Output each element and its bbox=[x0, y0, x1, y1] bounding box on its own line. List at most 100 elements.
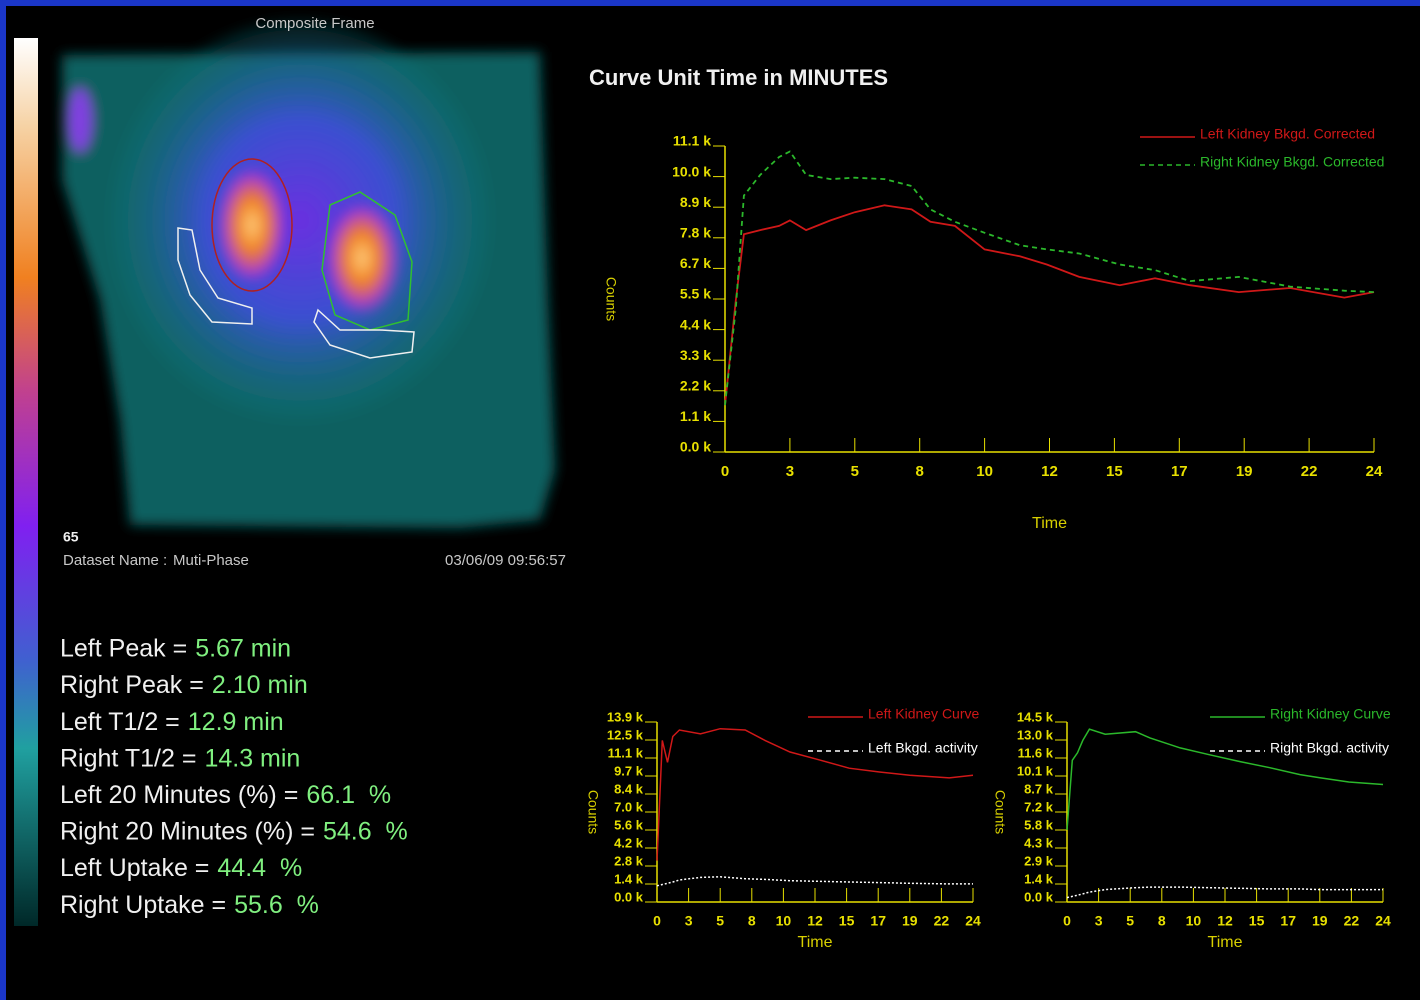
x-tick-label: 12 bbox=[807, 913, 823, 929]
stat-label: Left T1/2 = bbox=[60, 708, 180, 736]
y-tick-label: 10.0 k bbox=[672, 163, 711, 179]
x-tick-label: 8 bbox=[748, 913, 756, 929]
y-tick-label: 10.1 k bbox=[1017, 763, 1054, 778]
y-tick-label: 9.7 k bbox=[614, 763, 644, 778]
stat-label: Left Peak = bbox=[60, 635, 187, 663]
y-tick-label: 12.5 k bbox=[607, 727, 644, 742]
y-tick-label: 11.1 k bbox=[673, 133, 711, 149]
x-tick-label: 5 bbox=[716, 913, 724, 929]
x-axis-title: Time bbox=[798, 934, 833, 951]
stat-label: Right Uptake = bbox=[60, 891, 226, 919]
page-body: Composite Frame 65 Dataset Name : Muti-P… bbox=[0, 0, 1420, 1000]
stat-value: 12.9 min bbox=[188, 708, 284, 736]
x-tick-label: 15 bbox=[1249, 913, 1265, 929]
stat-label: Right Peak = bbox=[60, 671, 204, 699]
y-tick-label: 5.8 k bbox=[1024, 817, 1054, 832]
y-tick-label: 13.0 k bbox=[1017, 727, 1054, 742]
scan-trunk bbox=[110, 20, 490, 420]
stat-label: Right 20 Minutes (%) = bbox=[60, 818, 315, 846]
y-tick-label: 7.2 k bbox=[1024, 799, 1054, 814]
x-tick-label: 3 bbox=[685, 913, 693, 929]
stat-value: 2.10 min bbox=[212, 671, 308, 699]
screen: Composite Frame 65 Dataset Name : Muti-P… bbox=[0, 0, 1420, 1000]
x-tick-label: 12 bbox=[1041, 463, 1058, 480]
x-tick-label: 17 bbox=[1280, 913, 1296, 929]
x-tick-label: 15 bbox=[839, 913, 855, 929]
x-tick-label: 17 bbox=[870, 913, 886, 929]
stat-label: Right T1/2 = bbox=[60, 744, 196, 772]
y-tick-label: 8.9 k bbox=[680, 194, 711, 210]
x-tick-label: 19 bbox=[902, 913, 918, 929]
y-axis-title: Counts bbox=[585, 790, 601, 834]
x-tick-label: 12 bbox=[1217, 913, 1233, 929]
y-tick-label: 0.0 k bbox=[1024, 889, 1054, 904]
y-tick-label: 1.4 k bbox=[614, 871, 644, 886]
y-tick-label: 8.4 k bbox=[614, 781, 644, 796]
y-tick-label: 11.1 k bbox=[608, 745, 644, 760]
x-tick-label: 10 bbox=[976, 463, 993, 480]
y-tick-label: 4.4 k bbox=[680, 316, 711, 332]
y-tick-label: 7.8 k bbox=[680, 225, 711, 241]
x-tick-label: 24 bbox=[1366, 463, 1383, 480]
legend-label: Right Kidney Curve bbox=[1270, 706, 1391, 722]
legend-label: Left Bkgd. activity bbox=[868, 740, 978, 756]
legend-label: Right Kidney Bkgd. Corrected bbox=[1200, 154, 1384, 170]
x-tick-label: 22 bbox=[1344, 913, 1360, 929]
stat-value: 54.6 % bbox=[323, 818, 408, 846]
y-tick-label: 1.4 k bbox=[1024, 871, 1054, 886]
x-tick-label: 10 bbox=[776, 913, 792, 929]
stat-value: 5.67 min bbox=[195, 635, 291, 663]
x-tick-label: 5 bbox=[1126, 913, 1134, 929]
frame-title: Composite Frame bbox=[255, 15, 374, 32]
color-scale-bar bbox=[14, 38, 38, 926]
timestamp: 03/06/09 09:56:57 bbox=[445, 552, 566, 569]
y-tick-label: 1.1 k bbox=[680, 408, 711, 424]
y-tick-label: 2.8 k bbox=[614, 853, 644, 868]
x-tick-label: 10 bbox=[1186, 913, 1202, 929]
stat-label: Left 20 Minutes (%) = bbox=[60, 781, 298, 809]
legend-label: Left Kidney Bkgd. Corrected bbox=[1200, 126, 1375, 142]
y-axis-title: Counts bbox=[603, 277, 619, 321]
y-tick-label: 6.7 k bbox=[680, 255, 711, 271]
x-tick-label: 8 bbox=[1158, 913, 1166, 929]
scan-spot bbox=[68, 88, 92, 152]
y-tick-label: 2.9 k bbox=[1024, 853, 1054, 868]
x-tick-label: 0 bbox=[721, 463, 729, 480]
y-tick-label: 5.6 k bbox=[614, 817, 644, 832]
scan-right-kidney bbox=[326, 202, 398, 314]
x-tick-label: 24 bbox=[965, 913, 981, 929]
curve-heading: Curve Unit Time in MINUTES bbox=[589, 65, 888, 90]
x-axis-title: Time bbox=[1032, 515, 1067, 532]
y-tick-label: 8.7 k bbox=[1024, 781, 1054, 796]
page: {"header": {"frame_title": "Composite Fr… bbox=[0, 0, 1420, 1000]
x-tick-label: 24 bbox=[1375, 913, 1391, 929]
y-tick-label: 0.0 k bbox=[680, 439, 711, 455]
y-tick-label: 14.5 k bbox=[1017, 709, 1054, 724]
x-axis-title: Time bbox=[1208, 934, 1243, 951]
y-tick-label: 4.3 k bbox=[1024, 835, 1054, 850]
stat-label: Left Uptake = bbox=[60, 854, 209, 882]
x-tick-label: 3 bbox=[1095, 913, 1103, 929]
y-tick-label: 7.0 k bbox=[614, 799, 644, 814]
x-tick-label: 19 bbox=[1312, 913, 1328, 929]
stat-value: 66.1 % bbox=[306, 781, 391, 809]
y-axis-title: Counts bbox=[992, 790, 1008, 834]
y-tick-label: 13.9 k bbox=[607, 709, 644, 724]
legend-label: Right Bkgd. activity bbox=[1270, 740, 1389, 756]
y-tick-label: 4.2 k bbox=[614, 835, 644, 850]
x-tick-label: 22 bbox=[1301, 463, 1318, 480]
x-tick-label: 5 bbox=[851, 463, 859, 480]
y-tick-label: 2.2 k bbox=[680, 378, 711, 394]
x-tick-label: 0 bbox=[653, 913, 661, 929]
x-tick-label: 0 bbox=[1063, 913, 1071, 929]
legend-label: Left Kidney Curve bbox=[868, 706, 979, 722]
scan-left-kidney bbox=[218, 167, 286, 283]
x-tick-label: 17 bbox=[1171, 463, 1188, 480]
scan-image bbox=[62, 20, 555, 528]
stat-value: 14.3 min bbox=[204, 744, 300, 772]
x-tick-label: 19 bbox=[1236, 463, 1253, 480]
x-tick-label: 15 bbox=[1106, 463, 1123, 480]
y-tick-label: 5.5 k bbox=[680, 286, 711, 302]
y-tick-label: 0.0 k bbox=[614, 889, 644, 904]
y-tick-label: 11.6 k bbox=[1018, 745, 1054, 760]
